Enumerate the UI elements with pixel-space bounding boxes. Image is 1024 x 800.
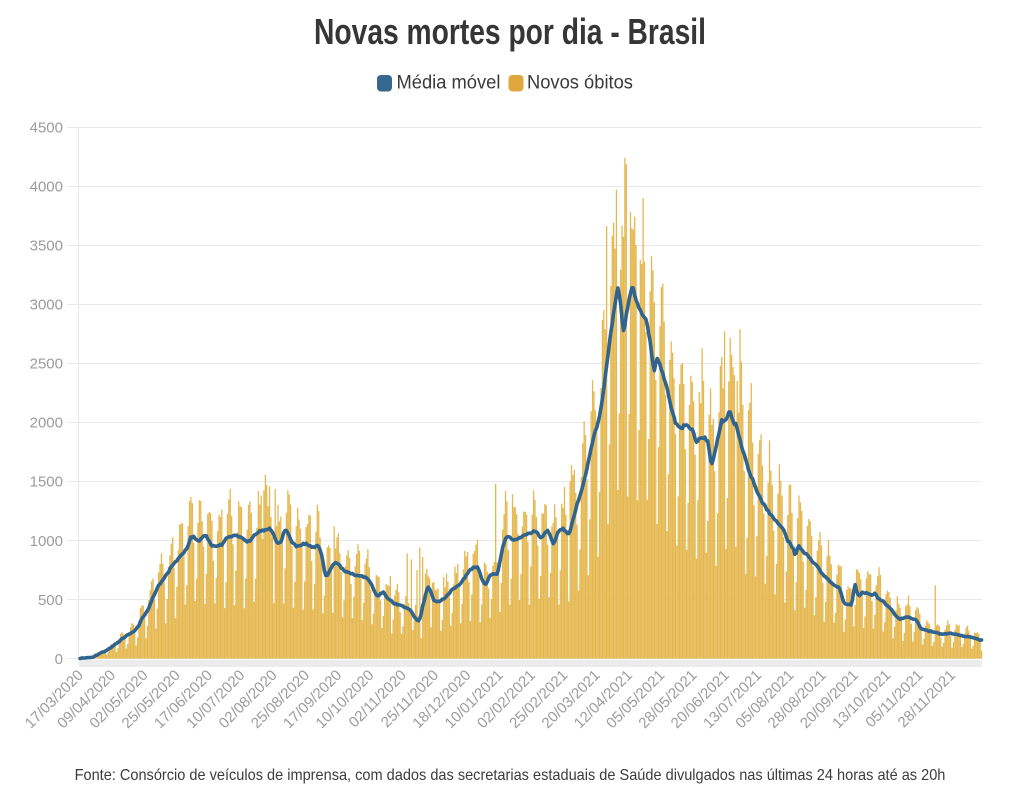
svg-text:Novas mortes por dia - Brasil: Novas mortes por dia - Brasil — [314, 12, 706, 52]
svg-text:Média móvel: Média móvel — [397, 71, 501, 92]
svg-text:3500: 3500 — [30, 238, 63, 255]
svg-text:3000: 3000 — [30, 297, 63, 314]
svg-text:0: 0 — [55, 651, 63, 668]
svg-text:4000: 4000 — [30, 178, 63, 195]
svg-text:500: 500 — [38, 592, 63, 609]
svg-text:1500: 1500 — [30, 474, 63, 491]
svg-text:2500: 2500 — [30, 356, 63, 373]
svg-text:4500: 4500 — [30, 119, 63, 136]
svg-text:1000: 1000 — [30, 533, 63, 550]
svg-text:2000: 2000 — [30, 415, 63, 432]
svg-text:Fonte: Consórcio de veículos d: Fonte: Consórcio de veículos de imprensa… — [75, 766, 946, 784]
svg-text:Novos óbitos: Novos óbitos — [527, 71, 633, 92]
